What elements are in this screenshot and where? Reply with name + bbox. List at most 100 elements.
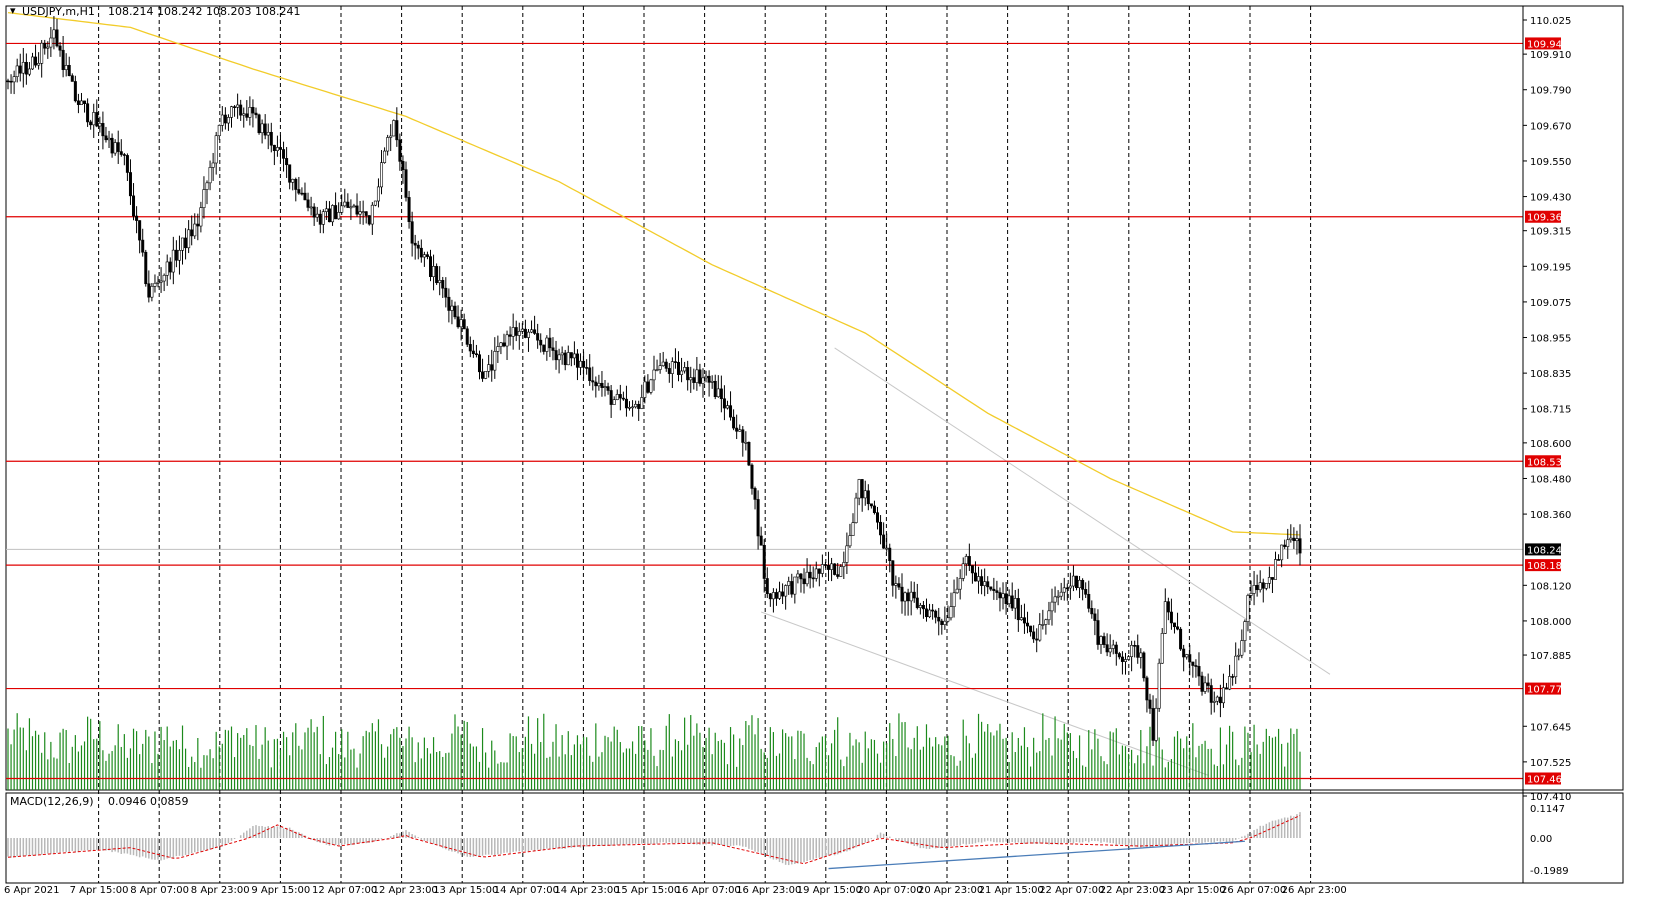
candle-body	[1038, 624, 1042, 641]
time-label: 9 Apr 15:00	[251, 885, 310, 896]
candle-body	[159, 280, 163, 283]
candle-body	[505, 334, 509, 347]
candle-body	[364, 211, 368, 216]
candle-body	[1047, 610, 1051, 621]
candle-body	[912, 591, 916, 599]
candle-body	[1292, 537, 1296, 542]
candle-body	[903, 592, 907, 602]
candle-body	[297, 189, 301, 194]
macd-values: 0.0946 0.0859	[108, 795, 188, 808]
candle-body	[594, 381, 598, 387]
time-label: 8 Apr 23:00	[191, 885, 250, 896]
candle-body	[554, 350, 558, 361]
level-price-tag	[1525, 682, 1561, 695]
candle-body	[735, 427, 739, 432]
candle-body	[199, 207, 203, 227]
horizontal-levels[interactable]: 109.946 109.362 108.538 108.188 107.772 107.4…	[6, 37, 1568, 785]
candle-body	[1081, 579, 1085, 590]
time-label: 7 Apr 15:00	[70, 885, 129, 896]
candle-body	[774, 592, 778, 599]
price-tick-label: 108.360	[1530, 510, 1571, 521]
candle-body	[511, 327, 515, 337]
macd-trendline	[828, 840, 1245, 870]
candle-body	[1050, 601, 1054, 612]
candle-body	[787, 581, 791, 586]
macd-label: MACD(12,26,9)	[10, 795, 94, 808]
candle-body	[95, 112, 99, 127]
candle-body	[943, 620, 947, 625]
candle-body	[1084, 589, 1088, 595]
candle-body	[1013, 598, 1017, 609]
time-label: 19 Apr 15:00	[797, 885, 862, 896]
candle-body	[1148, 699, 1152, 709]
candle-body	[1139, 652, 1143, 658]
candle-body	[1090, 608, 1094, 615]
level-price-tag	[1525, 210, 1561, 223]
price-tick-label: 109.075	[1530, 298, 1571, 309]
price-tick-label: 109.670	[1530, 121, 1571, 132]
candle-body	[1185, 654, 1189, 658]
candle-body	[1032, 631, 1036, 640]
ohlc-readout: 108.214 108.242 108.203 108.241	[108, 5, 300, 18]
candle-body	[260, 123, 264, 134]
candle-body	[924, 608, 928, 618]
candle-body	[324, 208, 328, 212]
candle-body	[1133, 645, 1137, 647]
candle-body	[1096, 620, 1100, 645]
candle-body	[113, 142, 117, 154]
candle-body	[842, 562, 846, 567]
level-price-label: 107.469	[1527, 774, 1568, 785]
time-label: 16 Apr 07:00	[676, 885, 741, 896]
candle-body	[539, 339, 543, 346]
candle-body	[193, 223, 197, 237]
candle-body	[349, 206, 353, 209]
candle-body	[125, 155, 129, 173]
candle-body	[303, 192, 307, 201]
candle-body	[725, 405, 729, 409]
macd-tick-label: 0.1147	[1530, 804, 1565, 815]
price-tick-label: 108.600	[1530, 439, 1571, 450]
candle-body	[119, 151, 123, 155]
candle-body	[1016, 598, 1020, 621]
candle-body	[799, 573, 803, 580]
candle-body	[683, 367, 687, 372]
candle-body	[52, 29, 56, 39]
candle-body	[275, 147, 279, 151]
candle-body	[1267, 577, 1271, 584]
candle-body	[986, 581, 990, 588]
candle-body	[854, 497, 858, 523]
candle-body	[704, 375, 708, 379]
candle-body	[655, 369, 659, 371]
candle-body	[12, 76, 16, 83]
candle-body	[79, 100, 83, 105]
candle-body	[1102, 636, 1106, 645]
candle-body	[949, 606, 953, 619]
candle-body	[946, 617, 950, 622]
time-label: 15 Apr 15:00	[615, 885, 680, 896]
candle-body	[331, 205, 335, 223]
candle-body	[1065, 587, 1069, 590]
level-price-tag	[1525, 455, 1561, 468]
candle-body	[692, 377, 696, 383]
candle-body	[548, 337, 552, 349]
candle-body	[646, 381, 650, 393]
candle-body	[355, 205, 359, 215]
candle-body	[358, 211, 362, 215]
candle-body	[453, 305, 457, 318]
candle-body	[340, 205, 344, 213]
candle-body	[220, 114, 224, 126]
candle-body	[1298, 538, 1302, 554]
candle-body	[43, 42, 47, 49]
time-label: 14 Apr 23:00	[554, 885, 619, 896]
symbol-dropdown-icon[interactable]: ▾	[10, 4, 16, 17]
candle-body	[410, 221, 414, 244]
candle-body	[1130, 645, 1134, 658]
candle-body	[992, 588, 996, 592]
candle-body	[658, 365, 662, 370]
candle-body	[459, 319, 463, 328]
time-label: 16 Apr 23:00	[736, 885, 801, 896]
candle-body	[575, 353, 579, 368]
candle-body	[1007, 595, 1011, 605]
candle-body	[6, 80, 10, 83]
